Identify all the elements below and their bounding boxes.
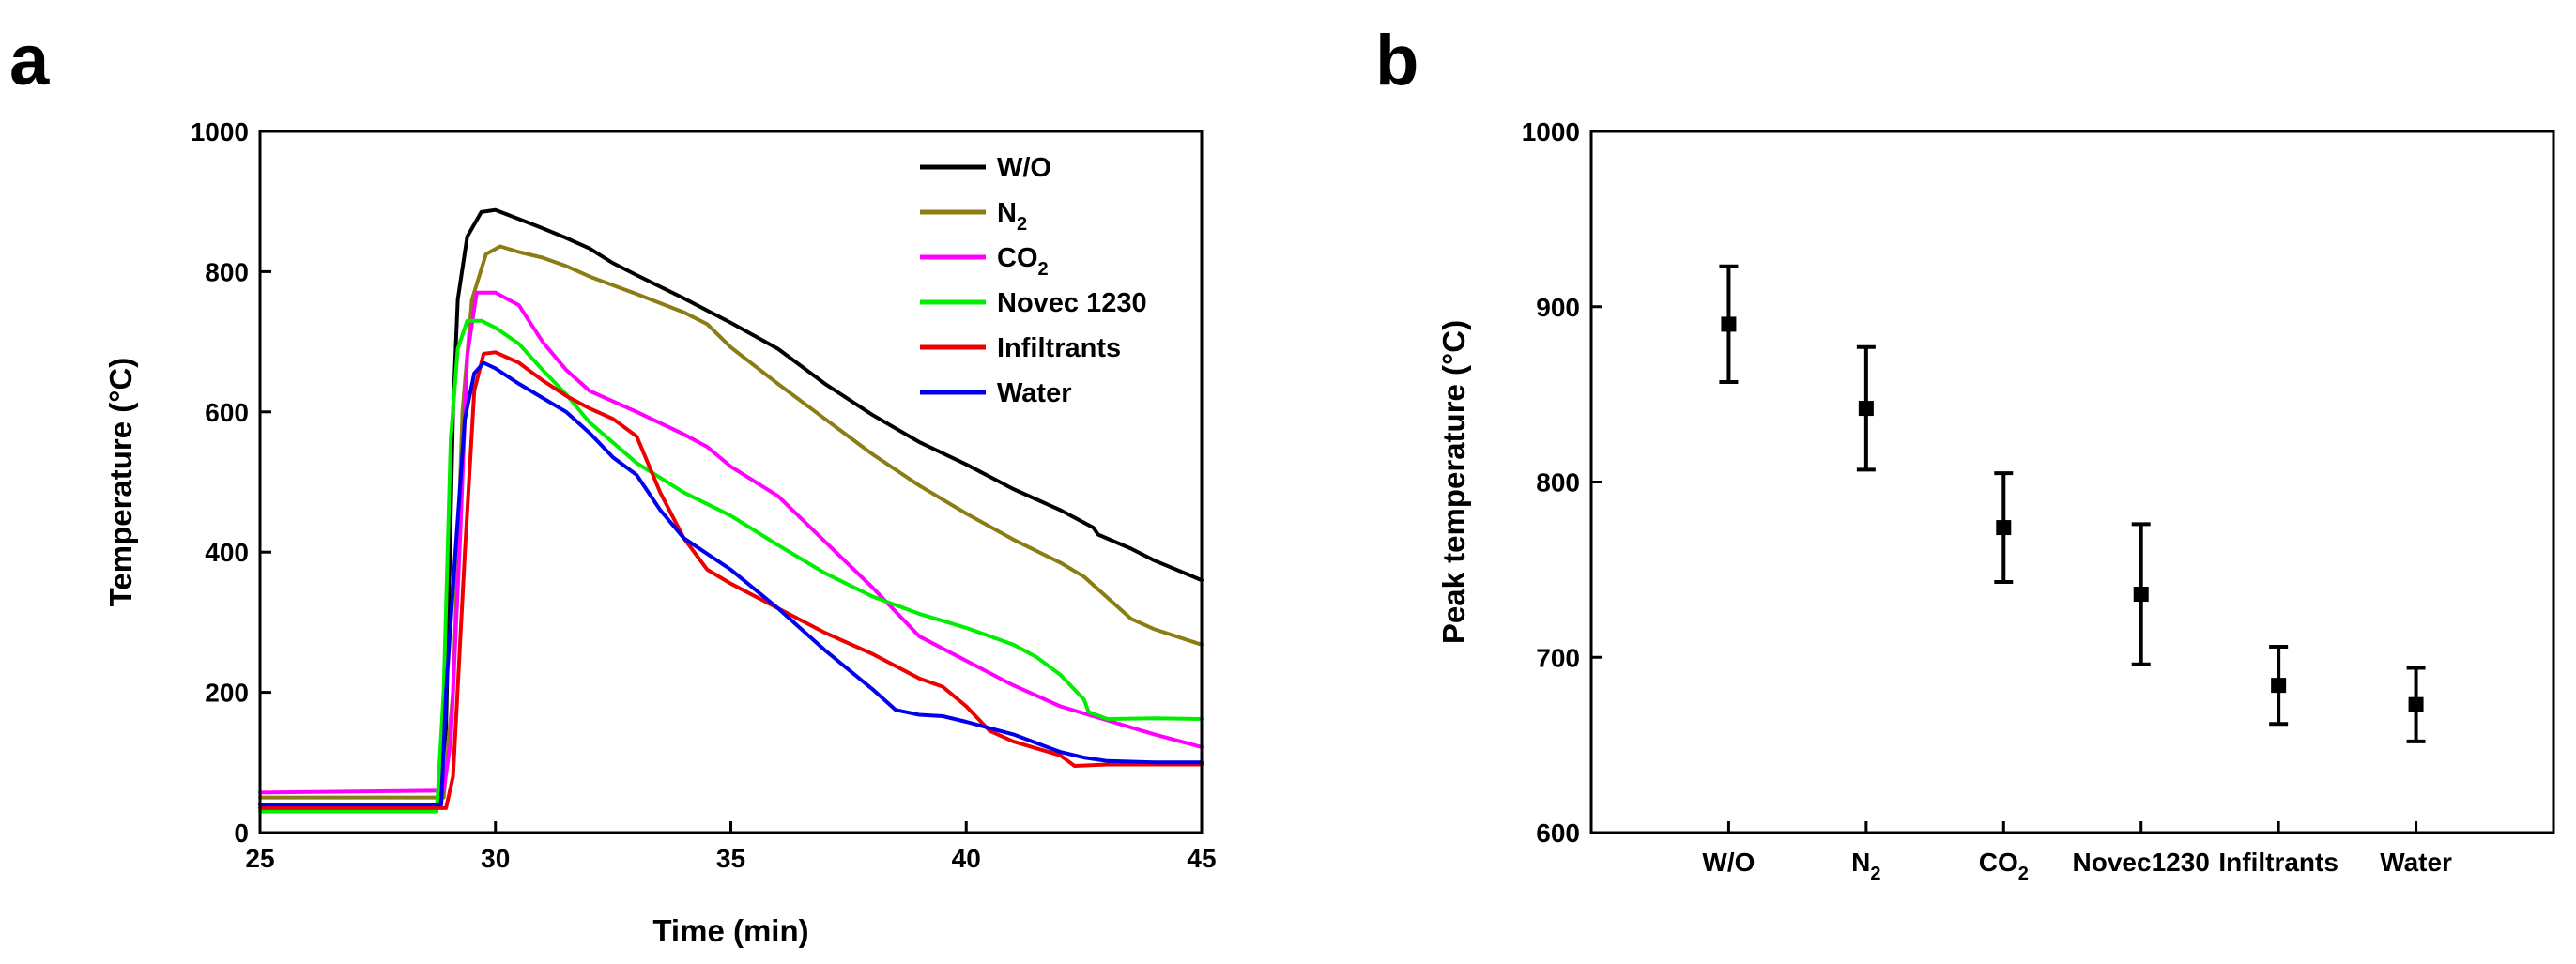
legend-a: W/O N2 CO2 Novec 1230 Infiltrants Water [920,153,1147,408]
data-point-0 [1721,316,1737,332]
plot-frame-a [258,130,1204,834]
category-label-4: Infiltrants [2218,848,2338,877]
legend-label-1: N2 [997,198,1027,235]
series-line-2 [258,290,1204,795]
series-line-1 [258,244,1204,800]
x-axis-title-a: Time (min) [652,913,808,948]
legend-label-0: W/O [997,153,1051,183]
category-label-2: CO2 [1979,848,2029,884]
series-line-4 [258,350,1204,810]
x-tick-label-a: 35 [716,844,745,873]
x-tick-label-a: 40 [952,844,981,873]
legend-label-4: Infiltrants [997,333,1121,363]
x-tick-label-a: 30 [481,844,510,873]
panel-b-label: b [1375,21,1418,100]
y-tick-label-b: 700 [1536,643,1580,672]
category-label-1: N2 [1851,848,1880,884]
category-label-0: W/O [1702,848,1755,877]
category-label-5: Water [2380,848,2452,877]
y-axis-title-b: Peak temperature (°C) [1436,320,1471,644]
legend-label-5: Water [997,378,1072,408]
legend-label-3: Novec 1230 [997,288,1147,318]
series-line-3 [258,318,1204,814]
chart-a-temperature-vs-time: 25 30 35 40 45 0 200 400 600 800 1000 Time (min) Tem… [103,117,1217,948]
data-point-2 [1996,520,2012,536]
y-tick-label-a: 400 [205,538,249,567]
data-point-4 [2271,678,2287,694]
data-point-1 [1858,401,1874,417]
y-tick-label-a: 600 [205,398,249,427]
data-point-3 [2133,587,2149,603]
y-axis-title-a: Temperature (°C) [103,358,138,607]
data-point-5 [2408,696,2424,712]
y-tick-label-a: 1000 [191,117,249,146]
chart-b-peak-temperature: W/O N2 CO2 Novec1230 Infiltrants Water 600 700 8… [1436,117,2555,884]
x-tick-label-a: 45 [1187,844,1216,873]
plot-frame-b [1589,130,2555,834]
panel-a-label: a [9,21,50,100]
category-label-3: Novec1230 [2073,848,2210,877]
y-tick-label-a: 0 [234,819,249,848]
y-tick-label-a: 200 [205,679,249,708]
series-line-0 [258,207,1204,807]
x-tick-label-a: 25 [245,844,274,873]
series-line-5 [258,360,1204,807]
legend-label-2: CO2 [997,243,1049,280]
y-tick-label-b: 1000 [1522,117,1580,146]
y-tick-label-b: 800 [1536,468,1580,497]
y-tick-label-a: 800 [205,257,249,286]
y-tick-label-b: 600 [1536,819,1580,848]
y-tick-label-b: 900 [1536,293,1580,322]
